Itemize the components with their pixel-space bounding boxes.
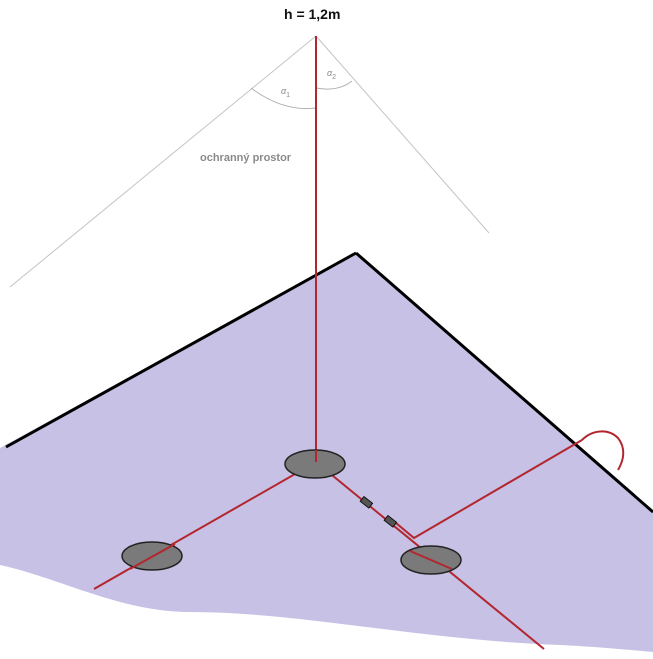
roof-edge-left [5, 251, 357, 449]
angle-2-label: α2 [327, 68, 336, 81]
support-left-conductor [129, 543, 176, 570]
roof-edge-right [355, 251, 653, 514]
conductor-branch [389, 439, 583, 540]
connector-clamp-2 [383, 514, 398, 528]
angle-1-label: α1 [281, 86, 290, 99]
angle-1-subscript: 1 [286, 91, 291, 99]
support-right-conductor [409, 550, 453, 570]
conductor-edge-loop [581, 430, 625, 471]
angle-1-symbol: α [281, 86, 287, 96]
roof-cutaway [0, 565, 653, 659]
height-label: h = 1,2m [284, 6, 341, 22]
angle-2-symbol: α [327, 68, 333, 78]
connector-clamp-1 [359, 495, 374, 509]
angle-2-subscript: 2 [332, 73, 337, 81]
angle-arc-1 [250, 87, 317, 110]
angle-arc-2 [315, 80, 353, 90]
cone-line-left [9, 35, 317, 288]
protected-zone-label: ochranný prostor [200, 152, 292, 164]
cone-line-right [315, 35, 490, 234]
